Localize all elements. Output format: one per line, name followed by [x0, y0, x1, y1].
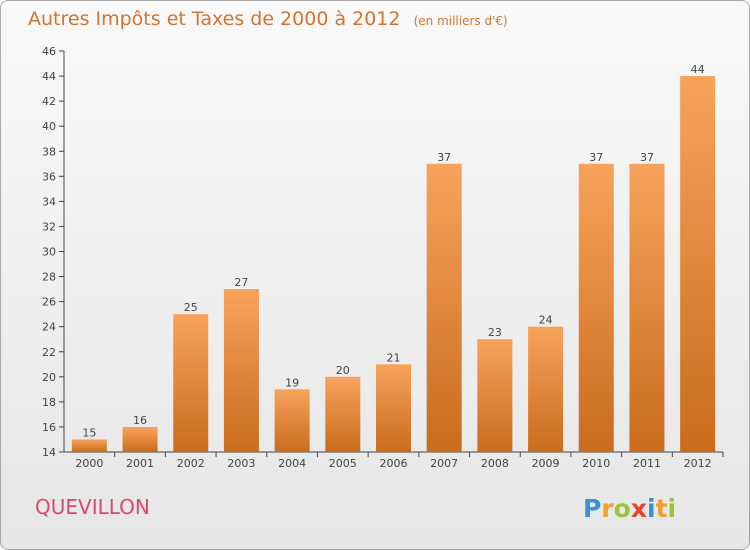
x-tick-label: 2008 — [481, 457, 509, 470]
logo-letter: P — [583, 494, 601, 523]
proxiti-logo: Proxiti — [583, 494, 676, 523]
y-tick-label: 40 — [42, 120, 56, 133]
x-tick-label: 2002 — [177, 457, 205, 470]
x-tick-label: 2005 — [329, 457, 357, 470]
y-axis: 14 16 18 20 22 24 26 28 30 32 34 36 38 40 42 44 46 — [42, 45, 65, 459]
data-label-2005: 20 — [336, 364, 350, 377]
data-label-2000: 15 — [82, 426, 96, 439]
y-tick-label: 36 — [42, 170, 56, 183]
bars: 15 16 25 27 19 20 21 37 23 24 37 37 44 — [71, 63, 716, 452]
y-tick-label: 44 — [42, 70, 56, 83]
chart-title-main: Autres Impôts et Taxes de 2000 à 2012 — [28, 8, 401, 30]
bar-2009 — [528, 326, 564, 452]
bar-2007 — [426, 163, 462, 452]
data-label-2007: 37 — [437, 151, 451, 164]
y-tick-label: 32 — [42, 220, 56, 233]
x-tick-label: 2000 — [75, 457, 103, 470]
x-tick-label: 2011 — [633, 457, 661, 470]
logo-letter: r — [601, 494, 614, 523]
bar-2012 — [680, 76, 716, 452]
y-tick-label: 28 — [42, 271, 56, 284]
data-label-2008: 23 — [488, 326, 502, 339]
x-tick-label: 2006 — [380, 457, 408, 470]
y-tick-label: 34 — [42, 195, 56, 208]
logo-letter: t — [656, 494, 668, 523]
logo-letter: i — [647, 494, 656, 523]
data-label-2006: 21 — [387, 351, 401, 364]
bar-2008 — [477, 339, 513, 452]
bar-2005 — [325, 376, 361, 452]
y-tick-label: 20 — [42, 371, 56, 384]
x-tick-label: 2010 — [582, 457, 610, 470]
y-tick-label: 26 — [42, 296, 56, 309]
data-label-2003: 27 — [234, 276, 248, 289]
x-tick-label: 2001 — [126, 457, 154, 470]
data-label-2002: 25 — [184, 301, 198, 314]
x-tick-label: 2012 — [684, 457, 712, 470]
data-label-2001: 16 — [133, 414, 147, 427]
chart-title: Autres Impôts et Taxes de 2000 à 2012 (e… — [28, 8, 508, 30]
logo-letter: x — [631, 494, 647, 523]
y-tick-label: 16 — [42, 421, 56, 434]
logo-letter: o — [614, 494, 631, 523]
x-tick-label: 2003 — [227, 457, 255, 470]
x-tick-label: 2004 — [278, 457, 306, 470]
data-label-2010: 37 — [589, 151, 603, 164]
bar-2002 — [173, 314, 209, 452]
bar-2000 — [71, 439, 107, 452]
y-tick-label: 38 — [42, 145, 56, 158]
logo-letter: i — [668, 494, 677, 523]
data-label-2004: 19 — [285, 376, 299, 389]
y-tick-label: 46 — [42, 45, 56, 58]
x-tick-label: 2007 — [430, 457, 458, 470]
commune-name: QUEVILLON — [35, 495, 150, 519]
y-tick-label: 30 — [42, 246, 56, 259]
bar-2011 — [629, 163, 665, 452]
y-tick-label: 24 — [42, 321, 56, 334]
bar-2003 — [223, 289, 259, 452]
bar-2001 — [122, 426, 158, 452]
data-label-2011: 37 — [640, 151, 654, 164]
y-tick-label: 18 — [42, 396, 56, 409]
y-tick-label: 42 — [42, 95, 56, 108]
x-tick-label: 2009 — [532, 457, 560, 470]
data-label-2009: 24 — [539, 314, 553, 327]
bar-2010 — [578, 163, 614, 452]
bar-2004 — [274, 389, 310, 452]
y-tick-label: 14 — [42, 446, 56, 459]
y-tick-label: 22 — [42, 346, 56, 359]
data-label-2012: 44 — [691, 63, 705, 76]
chart-subtitle: (en milliers d'€) — [414, 14, 508, 28]
bar-2006 — [376, 364, 411, 452]
x-axis: 2000 2001 2002 2003 2004 2005 2006 2007 2008 2009… — [64, 451, 724, 470]
